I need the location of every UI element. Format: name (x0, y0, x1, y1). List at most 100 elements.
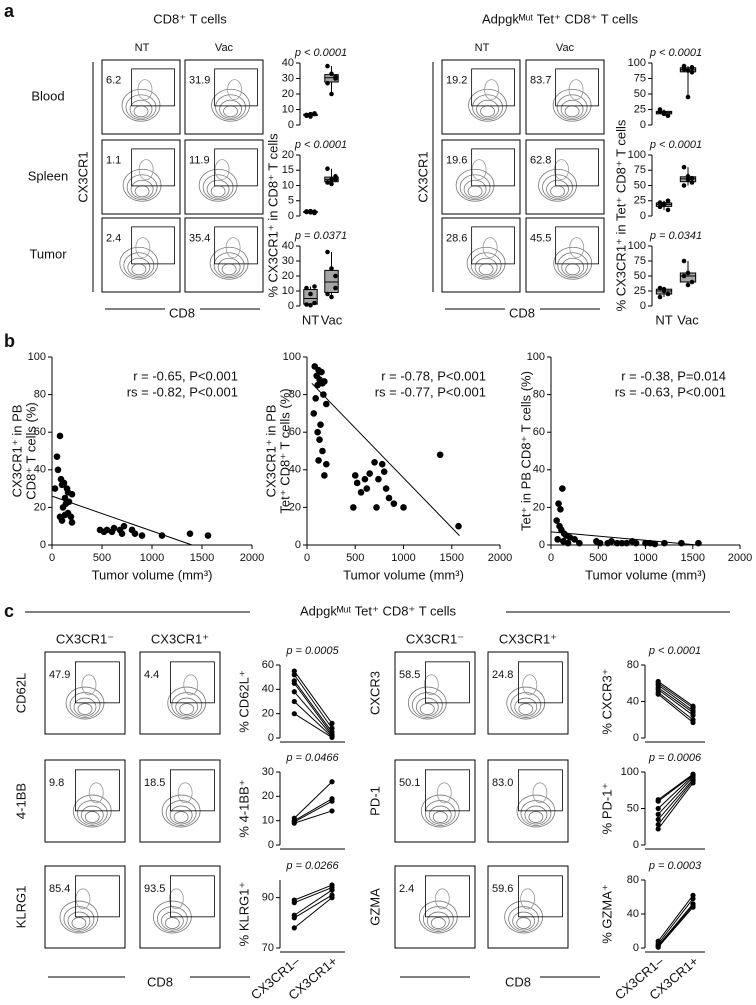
pair-line (294, 884, 333, 901)
column-label: NT (475, 42, 490, 54)
contour (434, 888, 450, 910)
flow-plot (184, 217, 264, 293)
p-value: p = 0.0006 (648, 752, 702, 764)
y-tick-label: 40 (627, 908, 639, 920)
gate-percent: 47.9 (49, 669, 70, 681)
contour (455, 168, 495, 202)
contour (81, 674, 97, 696)
pair-line (657, 691, 694, 721)
point (689, 70, 695, 75)
axis-label: CX3CR1 (75, 151, 90, 202)
x-tick-label: 1000 (140, 552, 164, 564)
point (657, 285, 663, 291)
point (681, 66, 687, 72)
contour (160, 911, 184, 931)
point (613, 539, 621, 547)
contour (202, 174, 234, 201)
point (319, 447, 326, 455)
point (291, 680, 297, 686)
trend-line (550, 531, 698, 546)
y-tick-label: 80 (289, 389, 301, 401)
y-tick-label: 0 (268, 732, 274, 744)
contour (538, 168, 577, 202)
contour (177, 782, 193, 804)
y-tick-label: 100 (628, 149, 646, 161)
y-tick-label: 60 (262, 659, 274, 671)
row-label: 4-1BB (13, 783, 28, 819)
x-tick-label: 1000 (391, 552, 415, 564)
point (312, 209, 317, 215)
y-tick-label: 0 (640, 119, 646, 131)
y-axis-label: % CD62L⁺ (236, 670, 251, 733)
point (329, 294, 334, 300)
point (373, 504, 380, 511)
flow-plot (525, 217, 605, 293)
point (555, 500, 562, 507)
contour (484, 79, 499, 100)
point (689, 180, 695, 185)
y-tick-label: 100 (283, 351, 301, 363)
y-axis-label: CD8⁺ T cells (%) (23, 402, 38, 499)
pair-line (657, 903, 694, 946)
point (316, 436, 323, 444)
y-tick-label: 10 (262, 815, 274, 827)
pair-line (293, 897, 333, 929)
point (689, 65, 695, 70)
y-tick-label: 20 (262, 708, 274, 720)
contour (463, 179, 487, 199)
y-tick-label: 100 (28, 351, 46, 363)
contour (472, 94, 503, 121)
y-tick-label: 25 (634, 195, 646, 207)
point (651, 540, 659, 548)
y-tick-label: 20 (289, 501, 301, 513)
point (314, 428, 321, 436)
contour (470, 252, 502, 279)
pair-line (657, 776, 694, 815)
flow-plot (101, 59, 181, 135)
point (689, 175, 695, 181)
point (312, 284, 317, 289)
pair-line (294, 810, 333, 824)
point (657, 200, 663, 205)
point (329, 798, 335, 804)
row-label: Tumor (29, 246, 67, 261)
group-title: Adpgkᴹᵘᵗ Tet⁺ CD8⁺ T cells (300, 603, 457, 618)
pair-line (293, 701, 333, 738)
y-axis-label: % GZMA⁺ (599, 884, 614, 944)
y-tick-label: 15 (282, 164, 294, 176)
contour (80, 805, 104, 825)
y-tick-label: 40 (262, 683, 274, 695)
point (655, 691, 661, 697)
contour (213, 252, 245, 279)
point (690, 712, 696, 718)
flow-plot (525, 139, 605, 215)
axis-label: CD8 (509, 305, 535, 320)
column-label: CX3CR1⁻ (406, 631, 464, 646)
y-tick-label: 0 (640, 210, 646, 222)
contour (432, 811, 448, 823)
trend-line (311, 382, 460, 536)
p-value: p = 0.0466 (285, 752, 339, 764)
point (291, 672, 297, 678)
point (323, 460, 330, 468)
point (655, 811, 661, 817)
contour (183, 674, 199, 696)
contour (512, 911, 536, 931)
point (329, 71, 334, 77)
y-axis-label: % CX3CR1⁺ in CD8⁺ T cells (265, 133, 280, 298)
y-tick-label: 60 (289, 426, 301, 438)
contour (561, 257, 585, 277)
point (623, 539, 630, 547)
point (325, 166, 330, 172)
point (323, 400, 330, 408)
contour (137, 79, 153, 100)
pair-line (293, 670, 333, 724)
point (665, 207, 671, 213)
contour (125, 94, 157, 121)
y-tick-label: 0 (288, 210, 294, 222)
y-tick-label: 100 (628, 240, 646, 252)
point (361, 475, 369, 483)
point (665, 113, 671, 118)
pair-line (293, 680, 333, 733)
point (690, 896, 696, 902)
